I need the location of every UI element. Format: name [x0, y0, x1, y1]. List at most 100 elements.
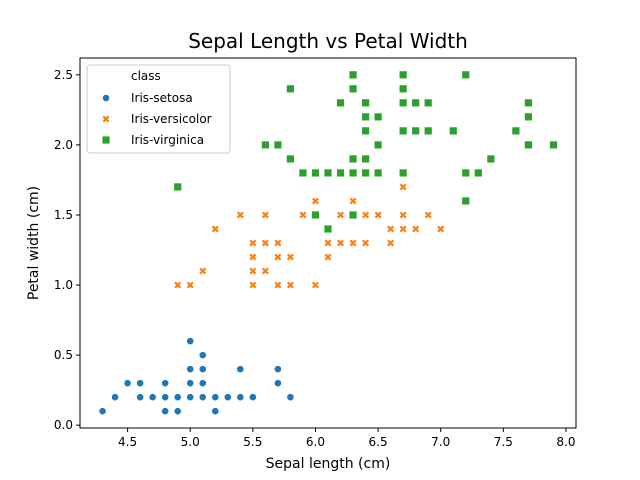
data-point-iris-versicolor [211, 225, 219, 233]
data-point-iris-versicolor [249, 253, 257, 261]
data-point-iris-virginica [324, 169, 332, 177]
legend-marker [102, 94, 110, 102]
y-tick-label: 2.5 [54, 68, 73, 82]
data-point-iris-versicolor [362, 211, 370, 219]
data-point-iris-setosa [198, 393, 207, 402]
data-point-iris-versicolor [374, 211, 382, 219]
y-axis-label: Petal width (cm) [26, 186, 42, 300]
data-point-iris-virginica [286, 85, 295, 93]
data-point-iris-setosa [236, 365, 245, 374]
x-axis: 4.5 5.0 5.5 6.0 6.5 7.0 7.5 8.0 [118, 428, 576, 449]
data-point-iris-setosa [286, 393, 295, 402]
y-tick-label: 0.0 [54, 418, 73, 432]
data-point-iris-virginica [361, 169, 370, 177]
legend-marker [102, 115, 110, 123]
data-point-iris-virginica [324, 225, 332, 233]
data-point-iris-virginica [174, 183, 182, 191]
data-point-iris-setosa [198, 351, 207, 360]
data-point-iris-virginica [462, 169, 470, 177]
data-point-iris-versicolor [362, 239, 370, 247]
data-point-iris-virginica [399, 99, 407, 107]
data-point-iris-virginica [361, 127, 370, 135]
data-point-iris-versicolor [286, 253, 294, 261]
data-point-iris-versicolor [274, 239, 282, 247]
data-point-iris-setosa [186, 365, 195, 374]
data-point-iris-virginica [311, 211, 320, 219]
data-point-iris-setosa [136, 393, 145, 402]
data-point-iris-versicolor [337, 239, 345, 247]
data-point-iris-virginica [474, 169, 482, 177]
plot-area [79, 57, 577, 429]
data-point-iris-virginica [349, 211, 357, 219]
data-point-iris-setosa [186, 393, 195, 402]
data-point-iris-versicolor [249, 239, 257, 247]
data-point-iris-versicolor [412, 225, 420, 233]
data-point-iris-virginica [462, 71, 470, 79]
data-point-iris-virginica [412, 99, 420, 107]
data-point-iris-versicolor [387, 239, 395, 247]
data-point-iris-versicolor [249, 267, 257, 275]
data-point-iris-setosa [148, 393, 157, 402]
data-point-iris-virginica [487, 155, 495, 163]
data-point-iris-virginica [349, 85, 357, 93]
data-point-iris-setosa [223, 393, 232, 402]
data-point-iris-setosa [211, 393, 220, 402]
data-point-iris-versicolor [424, 211, 432, 219]
data-point-iris-versicolor [399, 225, 407, 233]
data-point-iris-versicolor [311, 281, 319, 289]
data-point-iris-setosa [136, 379, 145, 388]
data-point-iris-versicolor [399, 183, 407, 191]
data-point-iris-virginica [361, 155, 370, 163]
x-tick-label: 5.5 [243, 435, 262, 449]
data-point-iris-virginica [424, 127, 432, 135]
data-point-iris-versicolor [249, 281, 257, 289]
data-point-iris-virginica [424, 99, 432, 107]
data-point-iris-virginica [374, 169, 382, 177]
data-point-iris-setosa [123, 379, 132, 388]
data-point-iris-setosa [98, 407, 107, 416]
data-point-iris-setosa [173, 393, 182, 402]
legend-label: Iris-setosa [131, 91, 193, 105]
data-point-iris-versicolor [349, 197, 357, 205]
data-point-iris-versicolor [261, 239, 269, 247]
data-point-iris-virginica [512, 127, 520, 135]
data-point-iris-versicolor [337, 211, 345, 219]
data-point-iris-virginica [349, 71, 357, 79]
data-point-iris-versicolor [174, 281, 182, 289]
data-point-iris-virginica [549, 141, 558, 149]
data-point-iris-virginica [374, 141, 382, 149]
x-tick-label: 5.0 [181, 435, 200, 449]
data-point-iris-virginica [374, 113, 382, 121]
data-point-iris-setosa [211, 407, 220, 416]
data-point-iris-versicolor [274, 253, 282, 261]
data-point-iris-versicolor [236, 211, 244, 219]
data-point-iris-setosa [248, 393, 257, 402]
data-point-iris-setosa [198, 365, 207, 374]
data-point-iris-virginica [399, 169, 407, 177]
y-tick-label: 1.0 [54, 278, 73, 292]
legend-label: Iris-versicolor [131, 112, 212, 126]
y-tick-label: 1.5 [54, 208, 73, 222]
data-point-iris-setosa [186, 379, 195, 388]
data-point-iris-setosa [186, 337, 195, 346]
y-axis: 0.0 0.5 1.0 1.5 2.0 2.5 [54, 68, 80, 432]
y-tick-label: 0.5 [54, 348, 73, 362]
data-point-iris-setosa [273, 365, 282, 374]
data-point-iris-versicolor [199, 267, 207, 275]
data-point-iris-virginica [311, 169, 320, 177]
x-tick-label: 8.0 [556, 435, 575, 449]
data-point-iris-virginica [524, 113, 533, 121]
data-point-iris-virginica [524, 141, 533, 149]
data-point-iris-versicolor [324, 253, 332, 261]
x-tick-label: 6.0 [306, 435, 325, 449]
x-tick-label: 7.0 [431, 435, 450, 449]
points-layer [98, 71, 558, 416]
data-point-iris-virginica [462, 197, 470, 205]
data-point-iris-versicolor [399, 211, 407, 219]
data-point-iris-virginica [299, 169, 307, 177]
data-point-iris-virginica [524, 99, 533, 107]
data-point-iris-virginica [349, 155, 357, 163]
data-point-iris-setosa [273, 379, 282, 388]
data-point-iris-virginica [361, 99, 370, 107]
